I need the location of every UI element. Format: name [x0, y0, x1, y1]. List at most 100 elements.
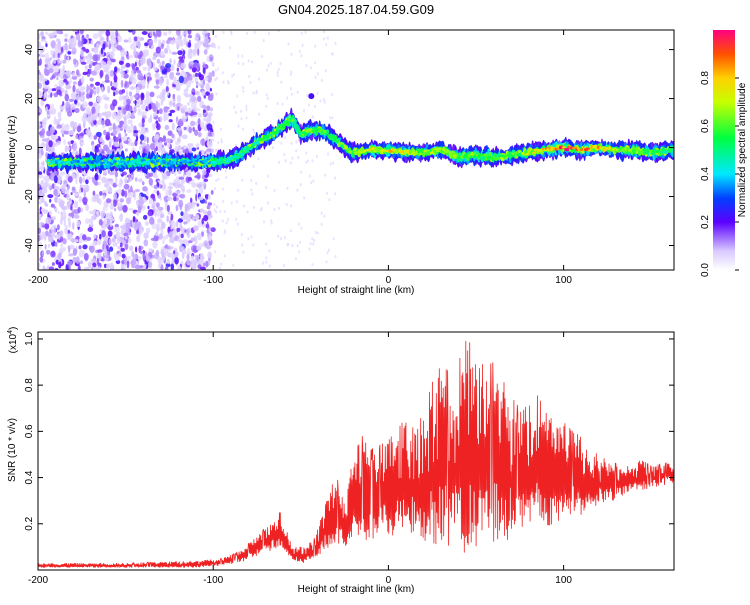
noise-mark — [190, 197, 193, 203]
noise-mark — [143, 50, 148, 58]
noise-mark — [195, 72, 199, 77]
noise-mark — [294, 257, 297, 261]
noise-mark — [259, 208, 262, 212]
noise-mark — [174, 141, 180, 146]
noise-mark — [53, 135, 59, 140]
noise-mark — [130, 123, 134, 128]
noise-mark — [72, 256, 78, 263]
noise-mark — [207, 236, 211, 241]
noise-mark — [203, 49, 208, 55]
noise-mark — [53, 226, 57, 234]
noise-mark — [41, 36, 46, 40]
noise-mark — [309, 242, 312, 246]
noise-mark — [96, 257, 100, 265]
noise-mark — [177, 106, 180, 111]
noise-mark — [112, 33, 115, 38]
ridge-mark — [495, 156, 501, 160]
noise-mark — [125, 197, 132, 205]
noise-mark — [205, 260, 209, 268]
noise-mark — [119, 214, 123, 222]
noise-mark — [187, 42, 192, 48]
ridge-mark — [48, 162, 52, 165]
noise-mark — [76, 101, 81, 107]
noise-mark — [328, 198, 331, 202]
noise-mark — [156, 225, 160, 232]
noise-mark — [88, 210, 95, 215]
noise-mark — [86, 116, 93, 123]
noise-mark — [98, 30, 103, 38]
noise-mark — [200, 256, 205, 260]
noise-mark — [299, 183, 302, 187]
noise-mark — [171, 51, 178, 55]
noise-mark — [142, 57, 146, 64]
noise-mark — [191, 182, 198, 188]
noise-mark — [129, 74, 134, 82]
ridge-mark — [275, 130, 279, 134]
noise-mark — [89, 245, 95, 253]
noise-mark — [171, 133, 175, 139]
ridge-mark — [469, 155, 473, 159]
noise-mark — [67, 217, 71, 223]
ridge-mark — [308, 93, 315, 100]
noise-mark — [237, 188, 240, 192]
noise-mark — [314, 75, 317, 79]
noise-mark — [312, 242, 315, 246]
noise-mark — [175, 72, 181, 76]
noise-mark — [116, 45, 123, 51]
noise-mark — [251, 192, 254, 196]
ridge-mark — [292, 122, 297, 125]
noise-mark — [125, 95, 129, 100]
noise-mark — [128, 55, 133, 59]
noise-mark — [38, 73, 44, 82]
snr-y-multiplier: (x104) — [7, 327, 19, 354]
noise-mark — [165, 39, 171, 45]
noise-mark — [300, 31, 303, 35]
noise-mark — [131, 250, 135, 258]
noise-mark — [159, 116, 163, 122]
noise-mark — [85, 48, 90, 54]
noise-mark — [105, 223, 109, 228]
noise-mark — [148, 172, 154, 177]
noise-mark — [137, 205, 142, 214]
noise-mark — [209, 57, 213, 61]
noise-mark — [123, 39, 129, 43]
noise-mark — [140, 193, 147, 197]
noise-mark — [108, 178, 113, 182]
noise-mark — [96, 143, 101, 148]
noise-mark — [100, 210, 106, 218]
noise-mark — [122, 204, 128, 213]
noise-mark — [315, 230, 317, 234]
noise-mark — [181, 215, 187, 221]
noise-mark — [104, 257, 109, 262]
noise-mark — [269, 264, 271, 268]
noise-mark — [53, 205, 56, 209]
noise-mark — [149, 31, 153, 37]
noise-mark — [213, 208, 216, 212]
noise-mark — [187, 34, 192, 39]
noise-mark — [101, 119, 105, 126]
noise-mark — [115, 259, 121, 265]
noise-mark — [166, 44, 170, 51]
noise-mark — [134, 104, 141, 108]
noise-mark — [123, 232, 128, 237]
noise-mark — [93, 240, 98, 246]
noise-mark — [185, 111, 189, 116]
noise-mark — [311, 263, 314, 267]
noise-mark — [118, 60, 124, 65]
noise-mark — [128, 105, 133, 112]
noise-mark — [39, 58, 42, 66]
noise-mark — [44, 223, 50, 230]
noise-mark — [81, 141, 84, 146]
noise-mark — [246, 210, 249, 214]
noise-mark — [221, 219, 224, 223]
noise-mark — [103, 96, 110, 101]
noise-mark — [59, 218, 63, 225]
noise-mark — [86, 176, 93, 180]
noise-mark — [76, 109, 79, 114]
noise-mark — [174, 190, 181, 194]
noise-mark — [296, 188, 299, 192]
noise-mark — [158, 108, 163, 115]
chart-title: GN04.2025.187.04.59.G09 — [278, 2, 434, 17]
noise-mark — [305, 151, 308, 155]
noise-mark — [198, 113, 203, 118]
